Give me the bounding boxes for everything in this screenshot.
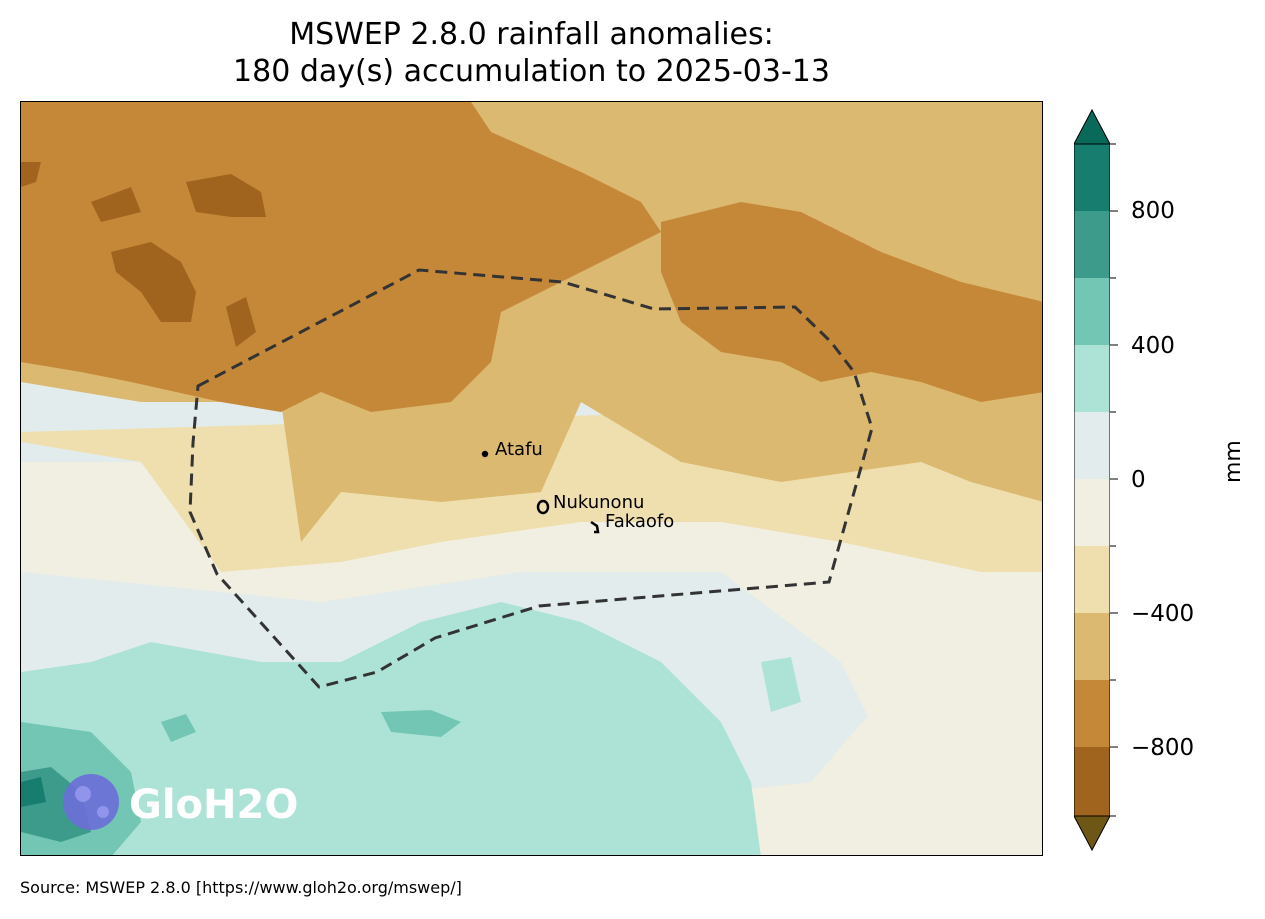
anomaly-band-neg1000-neg800 xyxy=(111,242,196,322)
gloh2o-logo: GloH2O xyxy=(63,774,298,830)
nukunonu-label: Nukunonu xyxy=(553,492,644,513)
colorbar-unit-label: mm xyxy=(1221,440,1246,483)
globe-icon xyxy=(63,774,119,830)
colorbar-extend-under xyxy=(1074,815,1110,852)
map-panel[interactable]: Atafu Nukunonu Fakaofo GloH2O xyxy=(20,101,1043,856)
gloh2o-wordmark: GloH2O xyxy=(129,782,298,828)
colorbar-tick-800: 800 xyxy=(1131,198,1175,224)
colorbar-ticks xyxy=(1110,143,1118,817)
anomaly-band-neg800-neg600 xyxy=(21,102,661,412)
colorbar-tick-400: 400 xyxy=(1131,333,1175,359)
atafu-label: Atafu xyxy=(495,439,543,460)
atafu-marker xyxy=(481,450,489,458)
nukunonu-atoll[interactable]: Nukunonu xyxy=(536,492,644,515)
rainfall-anomaly-map: Atafu Nukunonu Fakaofo GloH2O xyxy=(21,102,1042,855)
title-line-1: MSWEP 2.8.0 rainfall anomalies: xyxy=(289,17,774,52)
colorbar-tick-neg400: −400 xyxy=(1131,601,1195,627)
colorbar-extend-over xyxy=(1074,108,1110,145)
eez-boundary xyxy=(188,268,874,689)
nukunonu-marker xyxy=(536,499,550,515)
atafu-atoll[interactable]: Atafu xyxy=(481,439,543,460)
colorbar-tick-0: 0 xyxy=(1131,467,1146,493)
colorbar-tick-neg800: −800 xyxy=(1131,735,1195,761)
fakaofo-label: Fakaofo xyxy=(605,511,674,532)
colorbar xyxy=(1074,108,1110,852)
fakaofo-marker xyxy=(590,520,600,534)
source-caption: Source: MSWEP 2.8.0 [https://www.gloh2o.… xyxy=(20,878,462,897)
anomaly-band-800-1000 xyxy=(21,777,46,807)
title-line-2: 180 day(s) accumulation to 2025-03-13 xyxy=(233,54,830,89)
fakaofo-atoll[interactable]: Fakaofo xyxy=(590,511,674,534)
map-title: MSWEP 2.8.0 rainfall anomalies: 180 day(… xyxy=(20,16,1043,90)
